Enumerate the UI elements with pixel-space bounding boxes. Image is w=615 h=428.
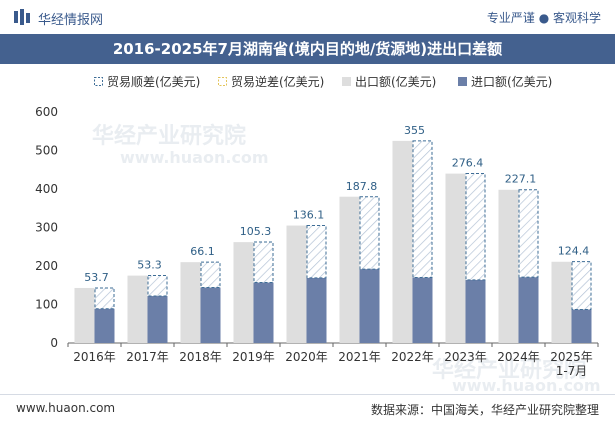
surplus-bar xyxy=(571,261,592,311)
import-bar xyxy=(253,282,274,343)
legend-label-deficit: 贸易逆差(亿美元) xyxy=(231,75,325,89)
chart-canvas: 0 100 200 300 400 500 600 2016年 2017年 2018年 2019年 2… xyxy=(35,105,599,378)
import-bar xyxy=(412,277,433,343)
surplus-bar xyxy=(359,196,380,270)
export-bar xyxy=(498,189,519,343)
legend-swatch-deficit xyxy=(218,77,227,86)
surplus-bar xyxy=(147,275,168,297)
y-tick-label: 400 xyxy=(35,182,58,196)
legend-label-import: 进口额(亿美元) xyxy=(471,75,553,89)
x-tick-label: 2021年 xyxy=(338,350,381,364)
brand-logo-icon xyxy=(14,9,30,25)
surplus-bar xyxy=(465,172,486,281)
import-bar xyxy=(306,277,327,343)
legend-swatch-export xyxy=(342,77,351,86)
x-tick-label: 2020年 xyxy=(285,350,328,364)
x-tick-label: 2017年 xyxy=(126,350,169,364)
export-bar xyxy=(392,140,413,343)
surplus-bar xyxy=(94,287,115,310)
surplus-bar xyxy=(200,261,221,289)
surplus-data-label: 187.8 xyxy=(346,180,378,193)
surplus-data-label: 53.3 xyxy=(137,259,162,272)
surplus-data-label: 227.1 xyxy=(505,173,537,186)
legend-swatch-import xyxy=(458,77,467,86)
export-bar xyxy=(551,261,572,343)
export-bar xyxy=(445,173,466,343)
export-bar xyxy=(127,275,148,343)
brand-name: 华经情报网 xyxy=(38,13,104,28)
x-tick-label: 2025年 xyxy=(550,350,593,364)
import-bar xyxy=(359,269,380,343)
legend-label-export: 出口额(亿美元) xyxy=(355,75,437,89)
legend-swatch-surplus xyxy=(94,77,103,86)
surplus-data-label: 124.4 xyxy=(558,245,590,258)
y-tick-label: 600 xyxy=(35,105,58,119)
x-tick-label: 2023年 xyxy=(444,350,487,364)
export-bar xyxy=(286,225,307,343)
title-bar: 2016-2025年7月湖南省(境内目的地/货源地)进出口差额 xyxy=(0,34,615,64)
x-tick-label: 2024年 xyxy=(497,350,540,364)
top-bar: 华经情报网 专业严谨 ● 客观科学 xyxy=(0,0,615,34)
x-tick-label: 2016年 xyxy=(73,350,116,364)
export-bar xyxy=(74,287,95,343)
surplus-data-label: 105.3 xyxy=(240,225,272,238)
footer: www.huaon.com 数据来源：中国海关，华经产业研究院整理 xyxy=(0,394,615,428)
y-tick-label: 500 xyxy=(35,144,58,158)
surplus-data-label: 53.7 xyxy=(84,271,109,284)
footer-source: 数据来源：中国海关，华经产业研究院整理 xyxy=(370,403,599,417)
surplus-data-label: 276.4 xyxy=(452,156,484,169)
tagline: 专业严谨 ● 客观科学 xyxy=(486,11,601,25)
import-bar xyxy=(571,309,592,343)
surplus-data-label: 355 xyxy=(404,124,425,137)
chart-title: 2016-2025年7月湖南省(境内目的地/货源地)进出口差额 xyxy=(112,40,503,58)
import-bar xyxy=(200,287,221,343)
import-bar xyxy=(518,277,539,343)
y-tick-label: 300 xyxy=(35,221,58,235)
surplus-bar xyxy=(306,225,327,279)
export-bar xyxy=(180,262,201,343)
surplus-bar xyxy=(253,241,274,284)
y-tick-label: 0 xyxy=(50,336,58,350)
x-tick-label: 2022年 xyxy=(391,350,434,364)
surplus-bar xyxy=(412,140,433,279)
chart-legend: 贸易顺差(亿美元) 贸易逆差(亿美元) 出口额(亿美元) 进口额(亿美元) xyxy=(0,72,615,92)
y-tick-label: 100 xyxy=(35,298,58,312)
x-tick-label: 2019年 xyxy=(232,350,275,364)
import-bar xyxy=(147,296,168,343)
footer-site: www.huaon.com xyxy=(16,401,116,415)
y-tick-label: 200 xyxy=(35,259,58,273)
import-bar xyxy=(94,308,115,343)
surplus-bar xyxy=(518,189,539,278)
export-bar xyxy=(339,196,360,343)
legend-label-surplus: 贸易顺差(亿美元) xyxy=(107,75,201,89)
surplus-data-label: 136.1 xyxy=(293,209,325,222)
x-tick-label: 2018年 xyxy=(179,350,222,364)
bar-layer xyxy=(74,140,592,343)
export-bar xyxy=(233,242,254,343)
surplus-data-label: 66.1 xyxy=(190,245,215,258)
label-layer: 53.7 53.3 66.1 105.3 136.1 187.8 355 276.4 227.1… xyxy=(84,124,589,284)
import-bar xyxy=(465,279,486,343)
x-tick-label: 1-7月 xyxy=(556,364,588,378)
